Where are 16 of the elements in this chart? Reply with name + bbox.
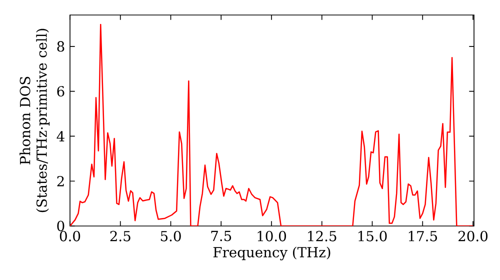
x-tick-label: 17.5 [408,230,437,242]
x-tick-label: 2.5 [110,230,130,242]
x-tick-label: 0.0 [60,230,80,242]
x-tick-label: 10.0 [258,230,286,242]
y-tick-label: 8 [57,41,64,52]
x-tick-label: 12.5 [308,230,336,242]
y-axis-title: Phonon DOS (States/THz·primitive cell) [20,28,50,212]
x-tick-label: 7.5 [211,230,232,242]
y-tick-label: 0 [57,220,64,232]
x-axis-title: Frequency (THz) [213,246,330,260]
y-tick-label: 4 [56,131,64,142]
x-tick-label: 15.0 [358,230,387,242]
y-tick-label: 6 [57,86,64,97]
x-tick-label: 5.0 [160,230,181,242]
x-tick-label: 20.0 [458,230,488,242]
y-tick-label: 2 [57,176,64,186]
